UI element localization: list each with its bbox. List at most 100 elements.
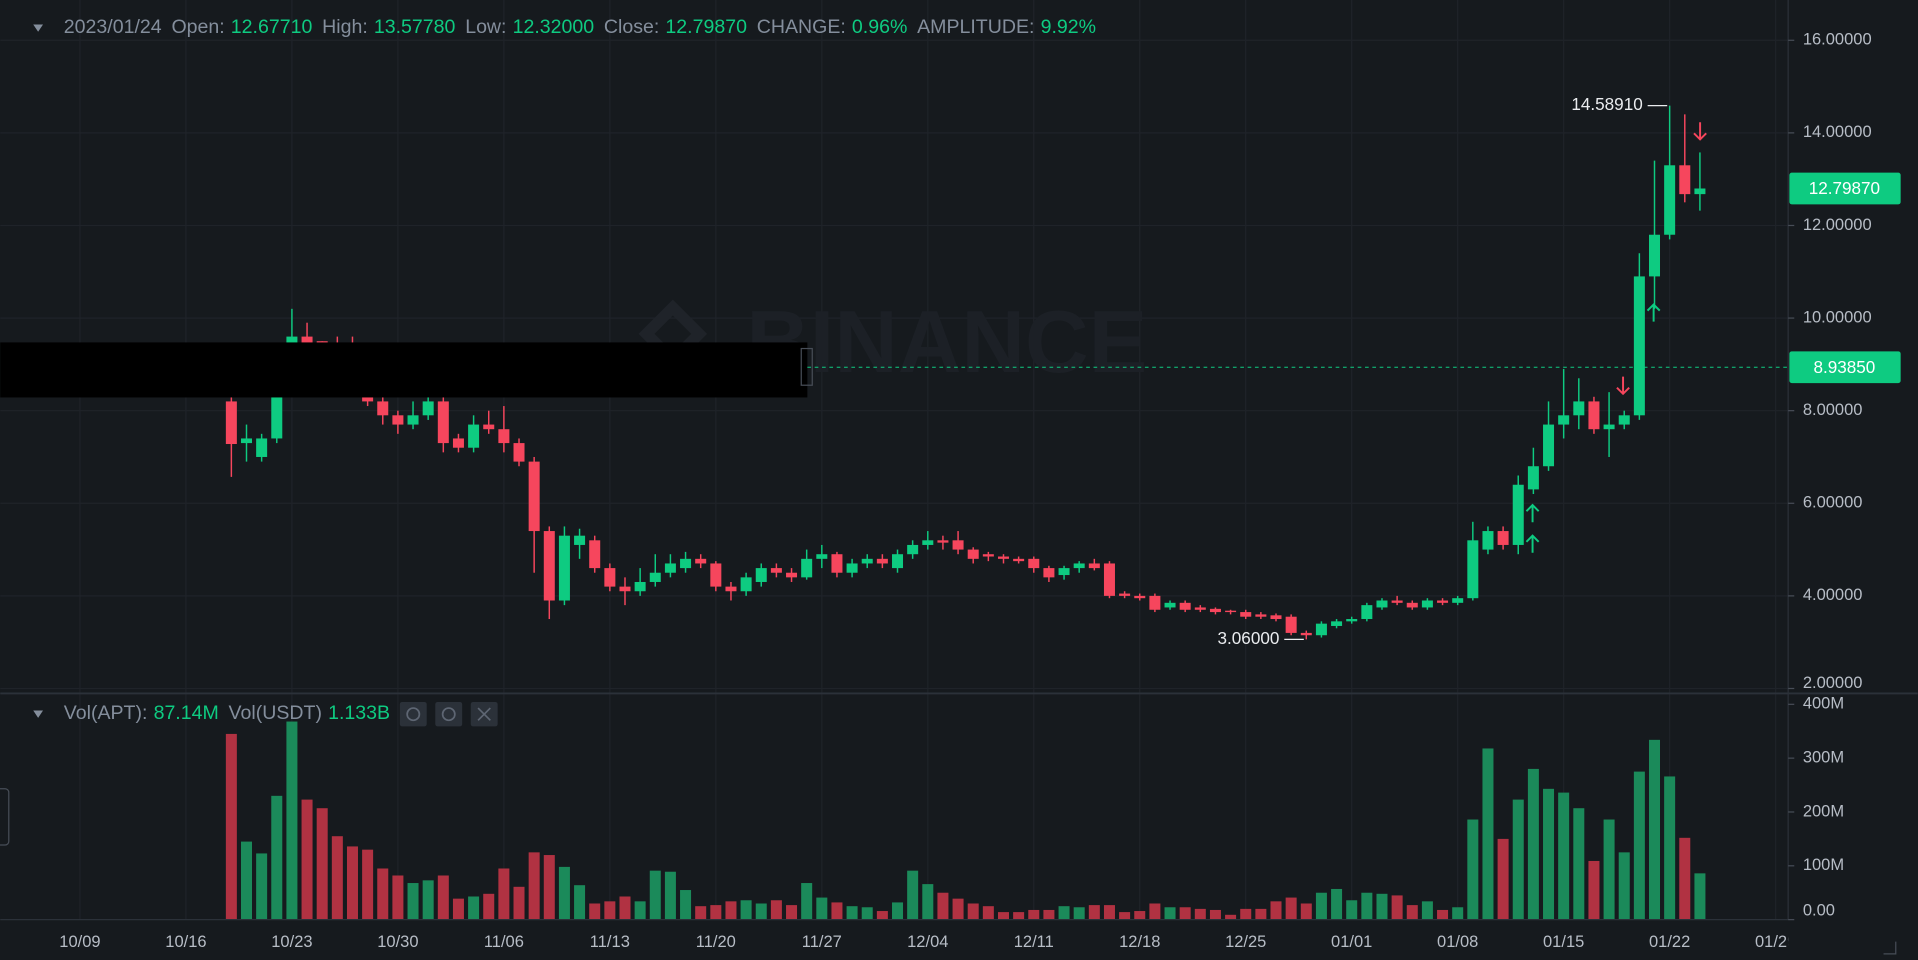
ohlc-header: 2023/01/24 Open: 12.67710 High: 13.57780 Low:… — [64, 16, 1096, 38]
volume-bar — [892, 902, 904, 920]
header-label: AMPLITUDE: — [917, 16, 1034, 38]
candle-body — [725, 586, 737, 592]
volume-bar — [1285, 897, 1297, 920]
volume-bar — [543, 855, 555, 920]
candle-body — [483, 424, 495, 430]
volume-bar — [725, 901, 737, 920]
x-tick-label: 01/01 — [1331, 933, 1372, 951]
volume-bar — [1119, 912, 1131, 920]
candle-body — [649, 572, 661, 582]
volume-bar — [256, 853, 268, 920]
settings-icon[interactable] — [435, 701, 463, 727]
volume-bar — [1482, 748, 1494, 920]
volume-bar — [468, 896, 480, 920]
x-tick-label: 11/06 — [484, 933, 524, 951]
candle-body — [1300, 632, 1312, 636]
volume-bar — [861, 907, 873, 920]
header-value: 12.79870 — [665, 16, 747, 38]
candle-body — [967, 549, 979, 559]
candle-body — [513, 443, 525, 462]
candle-body — [558, 535, 570, 601]
candle-body — [1497, 531, 1509, 545]
volume-bar — [634, 901, 646, 920]
volume-bar — [1543, 788, 1555, 920]
grid — [0, 0, 1789, 920]
volume-bar — [437, 875, 449, 920]
volume-bar — [574, 885, 586, 920]
x-tick-label: 10/30 — [377, 933, 418, 951]
volume-bar — [301, 799, 313, 920]
volume-bar — [1013, 912, 1025, 920]
watermark-text: BINANCE — [746, 292, 1147, 391]
volume-bar — [1618, 852, 1630, 920]
volume-bar — [377, 868, 389, 920]
candle-body — [1073, 563, 1085, 569]
candle-body — [801, 558, 813, 578]
candle-body — [1331, 621, 1343, 626]
candle-body — [1149, 595, 1161, 610]
candle-body — [1179, 602, 1191, 610]
signal-arrows — [1525, 122, 1707, 553]
x-tick-label: 12/25 — [1225, 933, 1266, 951]
volume-bar — [1134, 911, 1146, 920]
candle-body — [468, 424, 480, 448]
candle-body — [680, 558, 692, 569]
volume-bar — [1421, 901, 1433, 920]
header-label: Open: — [171, 16, 224, 38]
volume-bar — [1588, 860, 1600, 920]
visibility-icon[interactable] — [399, 701, 427, 727]
volume-bar — [528, 852, 540, 920]
volume-bar — [1149, 903, 1161, 920]
volume-bar — [452, 898, 464, 920]
volume-bar — [1300, 903, 1312, 920]
volume-bar — [225, 733, 237, 920]
candle-body — [1194, 607, 1206, 610]
volume-bar — [331, 836, 343, 920]
volume-bar — [1103, 905, 1115, 920]
candle-body — [1649, 234, 1661, 277]
candle-body — [422, 401, 434, 416]
candle-body — [619, 586, 631, 592]
candle-body — [1558, 415, 1570, 425]
candle-body — [1315, 623, 1327, 636]
candle-body — [816, 554, 828, 559]
volume-bar — [967, 903, 979, 920]
x-tick-label: 11/20 — [696, 933, 736, 951]
header-label: High: — [322, 16, 368, 38]
candle-body — [1437, 600, 1449, 603]
volume-bar — [816, 897, 828, 920]
volume-bar — [392, 875, 404, 920]
candle-body — [952, 540, 964, 550]
volume-bar — [1679, 837, 1691, 920]
volume-bar — [876, 911, 888, 920]
volume-bar — [1603, 819, 1615, 920]
candle-body — [710, 563, 722, 587]
volume-icons — [399, 701, 498, 727]
candle-body — [1255, 614, 1267, 617]
volume-tick-label: 200M — [1803, 802, 1844, 820]
candle-body — [225, 401, 237, 445]
header-label: CHANGE: — [757, 16, 846, 38]
collapse-caret[interactable] — [33, 24, 44, 32]
y-tick-label: 4.00000 — [1803, 586, 1863, 604]
candle-body — [271, 364, 283, 439]
candle-body — [1088, 563, 1100, 569]
volume-bar — [1164, 907, 1176, 920]
settings-icon-glyph — [441, 707, 456, 722]
collapse-caret[interactable] — [33, 710, 44, 718]
volume-bar — [422, 880, 434, 920]
header-value: 12.67710 — [231, 16, 313, 38]
volume-bar — [498, 868, 510, 920]
x-tick-label: 12/18 — [1119, 933, 1160, 951]
volume-bar — [1028, 909, 1040, 920]
volume-bar — [1391, 895, 1403, 920]
volume-bar — [907, 870, 919, 920]
corner-glyph — [1883, 941, 1897, 955]
volume-header-value: 87.14M — [154, 702, 219, 724]
arrow-up — [1646, 303, 1661, 322]
volume-header-value: 1.133B — [328, 702, 390, 724]
arrow-down — [1693, 122, 1707, 141]
volume-bar — [1179, 907, 1191, 920]
volume-bar — [271, 795, 283, 920]
candle-body — [907, 544, 919, 555]
